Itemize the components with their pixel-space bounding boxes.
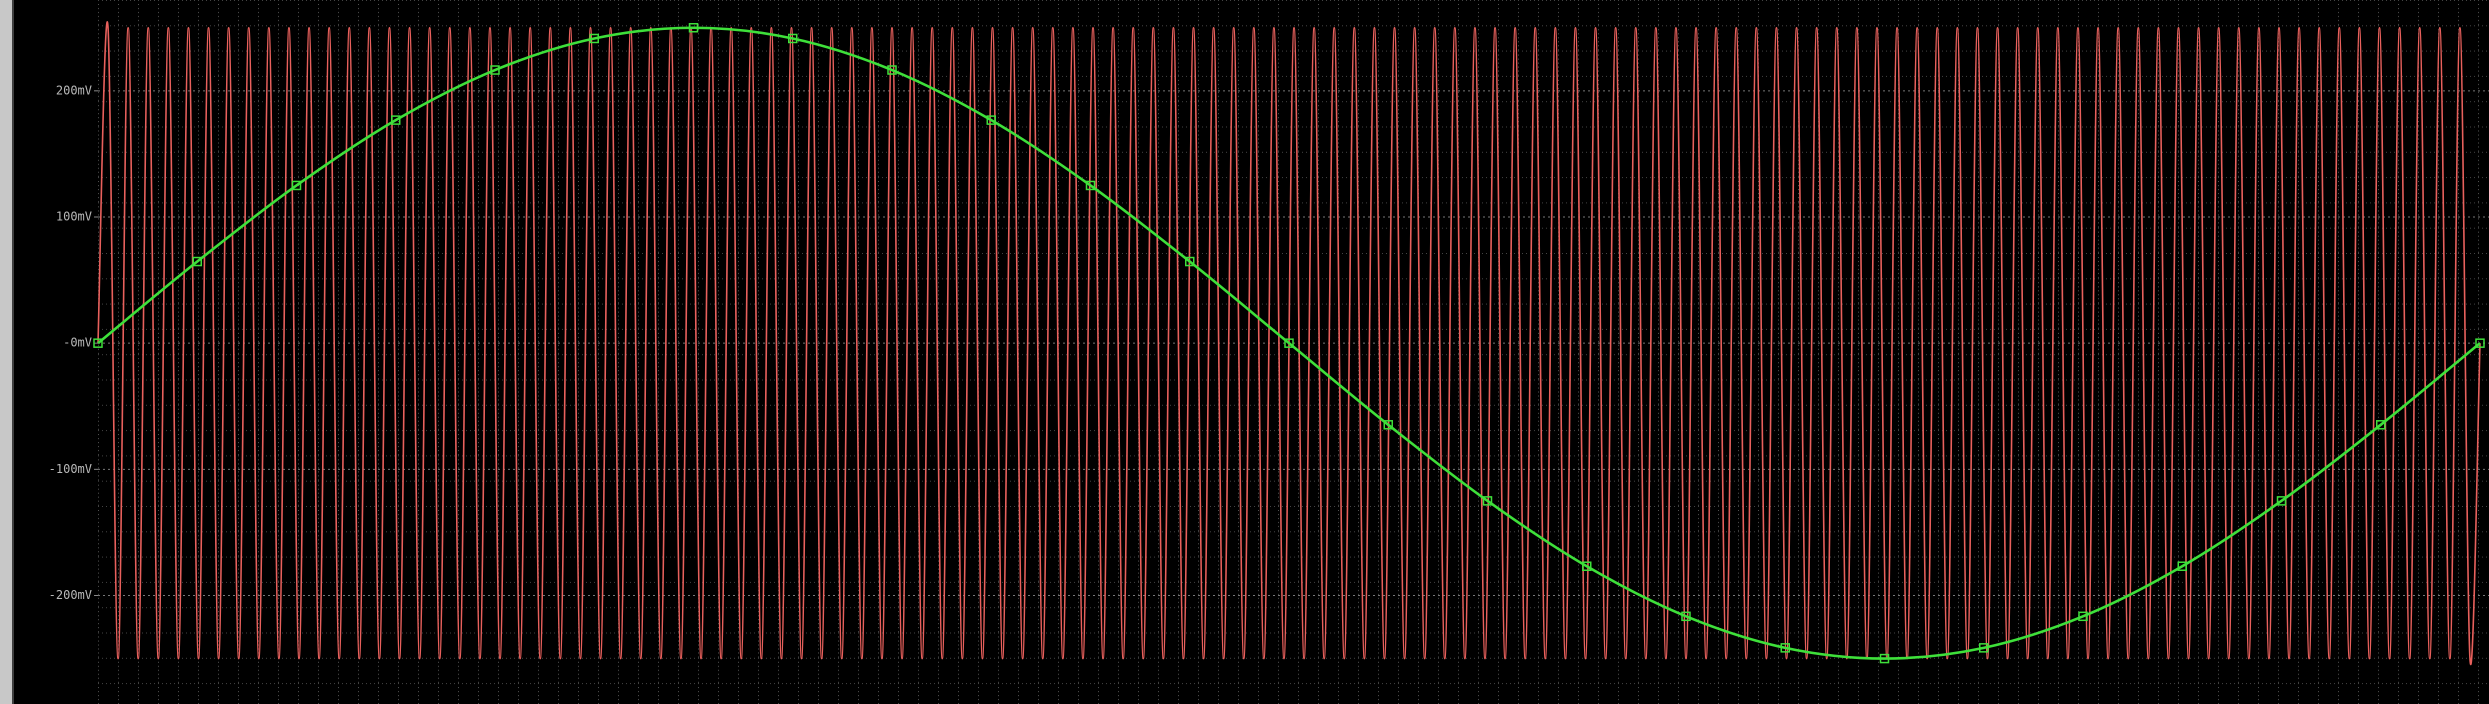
data-point: [490, 65, 500, 75]
y-tick-label: 100mV: [56, 210, 92, 224]
data-point: [788, 33, 798, 44]
data-point: [1979, 643, 1989, 653]
data-point: [1085, 180, 1096, 191]
data-point: [1582, 561, 1592, 571]
data-point: [688, 23, 699, 33]
y-tick-label: -0mV: [63, 336, 92, 350]
data-point: [1284, 338, 1294, 348]
y-tick-label: -200mV: [49, 588, 92, 602]
data-point: [1383, 420, 1393, 430]
window-border-shadow: [12, 0, 14, 704]
series-line: [97, 26, 2481, 660]
data-point: [1780, 643, 1790, 653]
data-point: [291, 180, 302, 191]
data-point: [1482, 496, 1493, 506]
data-point: [2078, 611, 2088, 622]
y-tick-label: -100mV: [49, 462, 92, 476]
data-point: [2475, 338, 2485, 348]
window-border: [0, 0, 12, 704]
data-point: [589, 33, 599, 44]
data-point: [2376, 420, 2386, 430]
data-point: [93, 338, 103, 348]
data-point: [391, 115, 401, 125]
data-point: [1879, 653, 1890, 664]
data-point: [2276, 496, 2287, 506]
data-point: [192, 256, 202, 267]
data-point: [1681, 611, 1691, 622]
data-point: [2177, 561, 2187, 571]
data-point: [1185, 256, 1195, 267]
data-point: [887, 65, 897, 75]
y-tick-label: 200mV: [56, 83, 92, 97]
data-point: [986, 115, 996, 125]
